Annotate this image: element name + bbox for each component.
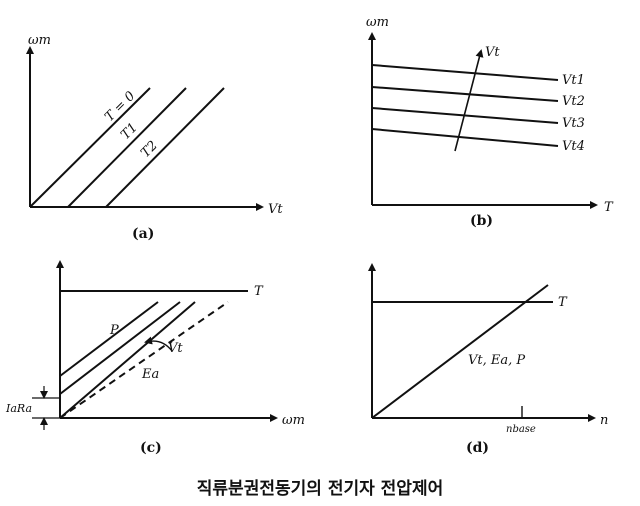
panel-b-increase-arrow — [454, 49, 484, 152]
panel-a-line-t1 — [67, 87, 187, 208]
panel-a-x-axis-label: Vt — [268, 202, 283, 217]
panel-d-label-t: T — [558, 295, 568, 310]
panel-b-line-vt1 — [371, 64, 559, 81]
panel-a-curve-label-t0: T = 0 — [102, 89, 138, 125]
panel-b-curve-label-vt2: Vt2 — [562, 94, 585, 109]
panel-b-curve-label-vt4: Vt4 — [562, 139, 585, 154]
panel-c: ωm T P Vt Ea IaRa (c) — [5, 260, 305, 456]
panel-c-vt-curved-arrow — [144, 336, 173, 352]
panel-b-curve-label-vt1: Vt1 — [562, 73, 585, 88]
panel-b-y-axis-label: ωm — [366, 15, 389, 30]
panel-a-line-t0 — [29, 87, 151, 208]
panel-b-arrow-label: Vt — [485, 45, 500, 60]
panel-c-label-p: P — [109, 323, 119, 338]
panel-d-label: (d) — [466, 440, 489, 456]
panel-b-line-vt4 — [371, 128, 559, 147]
panel-a-curve-label-t2: T2 — [138, 138, 161, 161]
panel-c-label-ea: Ea — [141, 367, 159, 382]
panel-c-label: (c) — [140, 440, 162, 456]
panel-a-line-t2 — [105, 87, 225, 208]
panel-c-drop-label: IaRa — [5, 402, 32, 415]
panel-d-line-vt-ea-p — [371, 284, 549, 419]
figure-caption: 직류분권전동기의 전기자 전압제어 — [197, 478, 443, 499]
panel-a-y-axis-label: ωm — [28, 33, 51, 48]
panel-b-curve-label-vt3: Vt3 — [562, 116, 585, 131]
panel-b-label: (b) — [470, 213, 493, 229]
panel-d-label-vt-ea-p: Vt, Ea, P — [468, 353, 525, 368]
panel-c-line-p — [59, 301, 159, 377]
panel-a-label: (a) — [132, 226, 154, 242]
panel-c-line-ea — [59, 301, 229, 419]
panel-c-label-vt: Vt — [168, 341, 183, 356]
panel-d-base-label: nbase — [506, 424, 536, 435]
panel-d-x-axis-label: n — [600, 413, 608, 428]
panel-b: ωm T Vt Vt1 Vt2 Vt3 Vt4 (b) — [366, 15, 614, 229]
panel-a-curve-label-t1: T1 — [118, 120, 141, 143]
panel-c-x-axis-label: ωm — [282, 413, 305, 428]
panel-c-label-t: T — [254, 284, 264, 299]
panel-a: ωm Vt T = 0 T1 T2 (a) — [26, 33, 283, 242]
panel-c-line-vt-2 — [59, 301, 196, 419]
panel-c-line-vt-1 — [59, 301, 181, 395]
panel-b-x-axis-label: T — [604, 200, 614, 215]
panel-b-line-vt2 — [371, 86, 559, 102]
panel-d: n T Vt, Ea, P nbase (d) — [368, 263, 608, 456]
